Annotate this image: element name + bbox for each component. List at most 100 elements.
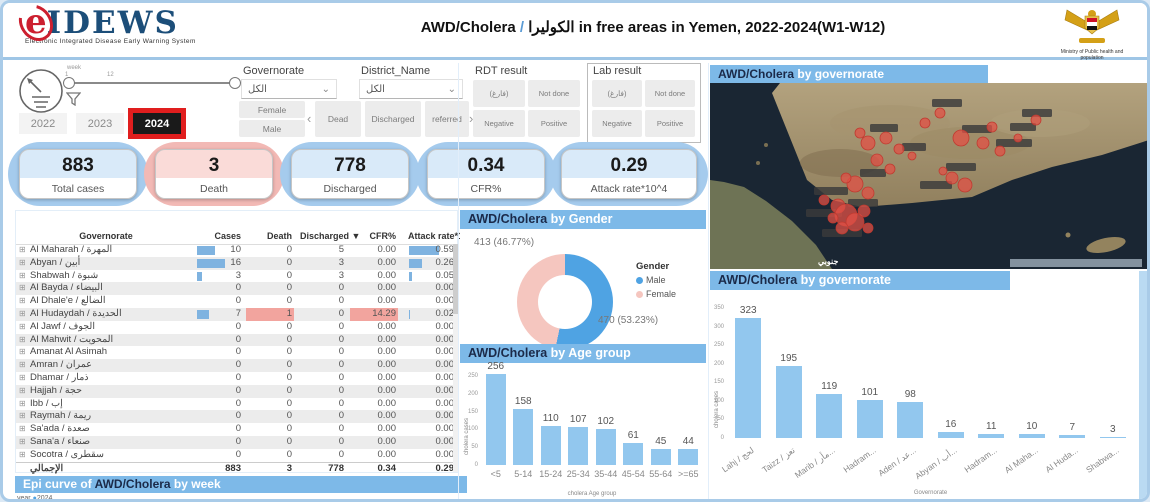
- bar--5[interactable]: [485, 373, 506, 465]
- table-row[interactable]: ⊞ Sana'a / صنعاء 0 0 0 0.00 0.00: [16, 436, 454, 449]
- map-case-marker[interactable]: [835, 221, 849, 235]
- table-row[interactable]: ⊞ Al Dhale'e / الضالع 0 0 0 0.00 0.00: [16, 295, 454, 308]
- map-case-marker[interactable]: [845, 212, 865, 232]
- expand-icon[interactable]: ⊞: [19, 385, 26, 395]
- bar-35-44[interactable]: [595, 428, 616, 465]
- bar-shabwa-[interactable]: [1099, 436, 1126, 438]
- map-case-marker[interactable]: [818, 194, 830, 206]
- table-row[interactable]: ⊞ Raymah / ريمة 0 0 0 0.00 0.00: [16, 410, 454, 424]
- bar-marib-[interactable]: [816, 393, 843, 438]
- rdt-option-0[interactable]: (فارغ): [473, 80, 525, 107]
- map-case-marker[interactable]: [952, 129, 970, 147]
- table-row[interactable]: ⊞ Al Maharah / المهرة 10 0 5 0.00 0.59: [16, 244, 454, 257]
- table-row[interactable]: ⊞ Al Mahwit / المحويت 0 0 0 0.00 0.00: [16, 333, 454, 347]
- expand-icon[interactable]: ⊞: [19, 270, 26, 280]
- table-row[interactable]: ⊞ Al Jawf / الجوف 0 0 0 0.00 0.00: [16, 321, 454, 334]
- lab-option-2[interactable]: Negative: [592, 110, 642, 137]
- table-row[interactable]: ⊞ Abyan / أبين 16 0 3 0.00 0.26: [16, 256, 454, 270]
- lab-option-0[interactable]: (فارغ): [592, 80, 642, 107]
- expand-icon[interactable]: ⊞: [19, 424, 26, 434]
- table-scrollbar[interactable]: [453, 244, 458, 472]
- expand-icon[interactable]: ⊞: [19, 411, 26, 421]
- map-case-marker[interactable]: [976, 136, 990, 150]
- col-header-cfr%[interactable]: CFR%: [369, 231, 397, 241]
- week-slider-handle-right[interactable]: [229, 77, 241, 89]
- map-case-marker[interactable]: [986, 121, 998, 133]
- table-row[interactable]: ⊞ Amran / عمران 0 0 0 0.00 0.00: [16, 359, 454, 372]
- district-dropdown[interactable]: الكل ⌄: [359, 79, 463, 99]
- bar-hadram-[interactable]: [856, 400, 883, 438]
- expand-icon[interactable]: ⊞: [19, 321, 26, 331]
- expand-icon[interactable]: ⊞: [19, 296, 26, 306]
- year-button-2024[interactable]: 2024: [133, 113, 181, 134]
- bar-55-64[interactable]: [650, 449, 671, 465]
- table-row[interactable]: ⊞ Shabwah / شبوة 3 0 3 0.00 0.05: [16, 270, 454, 283]
- map-case-marker[interactable]: [840, 172, 852, 184]
- expand-icon[interactable]: ⊞: [19, 283, 26, 293]
- status-button-referred[interactable]: referred: [425, 101, 469, 137]
- legend-item-female[interactable]: Female: [636, 289, 676, 299]
- expand-icon[interactable]: ⊞: [19, 373, 26, 382]
- bar-abyan-[interactable]: [937, 432, 964, 438]
- col-header-death[interactable]: Death: [266, 231, 292, 241]
- page-scrollbar[interactable]: [1139, 271, 1147, 499]
- expand-icon[interactable]: ⊞: [19, 309, 26, 318]
- table-row[interactable]: ⊞ Al Bayda / البيضاء 0 0 0 0.00 0.00: [16, 282, 454, 296]
- map-case-marker[interactable]: [938, 166, 948, 176]
- governorate-dropdown[interactable]: الكل ⌄: [241, 79, 337, 99]
- expand-icon[interactable]: ⊞: [19, 245, 26, 254]
- map-case-marker[interactable]: [862, 222, 874, 234]
- status-button-dead[interactable]: Dead: [315, 101, 361, 137]
- map-case-marker[interactable]: [1013, 133, 1023, 143]
- map-case-marker[interactable]: [919, 117, 931, 129]
- status-carousel-left-icon[interactable]: ‹: [307, 111, 312, 126]
- col-header-discharged[interactable]: Discharged ▼: [300, 231, 361, 241]
- map-case-marker[interactable]: [945, 171, 959, 185]
- bar-5-14[interactable]: [513, 408, 534, 465]
- rdt-option-3[interactable]: Positive: [528, 110, 580, 137]
- yemen-map[interactable]: جنوبي: [710, 83, 1149, 269]
- gender-donut[interactable]: [517, 254, 613, 350]
- bar-al-maha-[interactable]: [1018, 434, 1045, 438]
- map-case-marker[interactable]: [884, 163, 896, 175]
- lab-option-3[interactable]: Positive: [645, 110, 695, 137]
- lab-option-1[interactable]: Not done: [645, 80, 695, 107]
- col-header-governorate[interactable]: Governorate: [79, 231, 133, 241]
- bar-15-24[interactable]: [540, 425, 561, 465]
- map-case-marker[interactable]: [861, 186, 875, 200]
- legend-item-male[interactable]: Male: [636, 275, 666, 285]
- bar--65[interactable]: [678, 449, 699, 465]
- rdt-option-1[interactable]: Not done: [528, 80, 580, 107]
- week-slider-track[interactable]: [69, 82, 233, 84]
- map-case-marker[interactable]: [1030, 114, 1042, 126]
- bar-aden-[interactable]: [897, 401, 924, 438]
- funnel-icon[interactable]: [66, 92, 81, 106]
- expand-icon[interactable]: ⊞: [19, 437, 26, 446]
- table-row[interactable]: ⊞ Dhamar / ذمار 0 0 0 0.00 0.00: [16, 372, 454, 385]
- status-carousel-right-icon[interactable]: ›: [469, 111, 474, 126]
- map-case-marker[interactable]: [994, 145, 1006, 157]
- expand-icon[interactable]: ⊞: [19, 347, 26, 357]
- bar-25-34[interactable]: [568, 426, 589, 465]
- gender-button-male[interactable]: Male: [239, 120, 305, 137]
- map-case-marker[interactable]: [854, 127, 866, 139]
- expand-icon[interactable]: ⊞: [19, 449, 26, 459]
- expand-icon[interactable]: ⊞: [19, 360, 26, 370]
- map-case-marker[interactable]: [870, 153, 884, 167]
- year-button-2022[interactable]: 2022: [19, 113, 67, 134]
- map-case-marker[interactable]: [893, 143, 905, 155]
- gender-button-female[interactable]: Female: [239, 101, 305, 118]
- expand-icon[interactable]: ⊞: [19, 398, 26, 408]
- table-row[interactable]: ⊞ Ibb / إب 0 0 0 0.00 0.00: [16, 398, 454, 411]
- table-row[interactable]: ⊞ Socotra / سقطرى 0 0 0 0.00 0.00: [16, 449, 454, 462]
- bar-taizz-[interactable]: [775, 365, 802, 438]
- status-button-discharged[interactable]: Discharged: [365, 101, 421, 137]
- map-case-marker[interactable]: [827, 212, 839, 224]
- map-case-marker[interactable]: [957, 177, 973, 193]
- map-case-marker[interactable]: [857, 204, 871, 218]
- expand-icon[interactable]: ⊞: [19, 334, 26, 344]
- bar-hadram-[interactable]: [978, 433, 1005, 438]
- bar-lahj-[interactable]: [735, 318, 762, 438]
- table-row[interactable]: ⊞ Hajjah / حجة 0 0 0 0.00 0.00: [16, 384, 454, 398]
- bar-al-huda-[interactable]: [1059, 435, 1086, 438]
